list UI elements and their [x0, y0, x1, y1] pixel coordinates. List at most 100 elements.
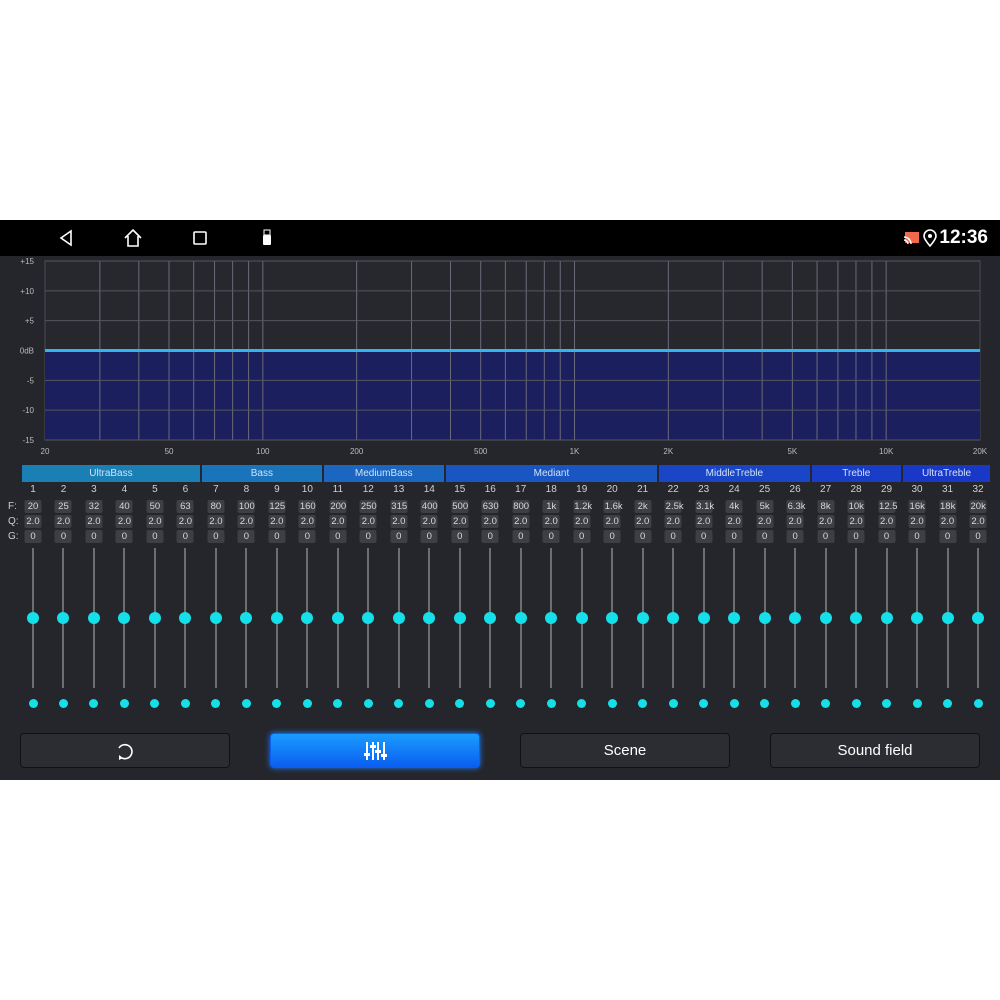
gain-slider-knob[interactable] [453, 612, 466, 624]
q-field[interactable]: 2.0 [725, 515, 743, 528]
gain-field[interactable]: 0 [908, 530, 926, 543]
q-field[interactable]: 2.0 [298, 515, 316, 528]
q-field[interactable]: 2.0 [237, 515, 255, 528]
gain-slider-knob[interactable] [301, 612, 314, 624]
gain-slider-knob[interactable] [850, 612, 863, 624]
freq-field[interactable]: 2.5k [664, 500, 684, 513]
q-field[interactable]: 2.0 [24, 515, 42, 528]
q-field[interactable]: 2.0 [268, 515, 286, 528]
gain-slider-knob[interactable] [514, 612, 527, 624]
freq-field[interactable]: 500 [451, 500, 469, 513]
gain-slider-knob[interactable] [606, 612, 619, 624]
freq-field[interactable]: 18k [939, 500, 957, 513]
freq-field[interactable]: 20 [24, 500, 42, 513]
freq-field[interactable]: 250 [359, 500, 377, 513]
freq-field[interactable]: 63 [176, 500, 194, 513]
q-field[interactable]: 2.0 [207, 515, 225, 528]
freq-field[interactable]: 1k [542, 500, 560, 513]
freq-field[interactable]: 630 [481, 500, 499, 513]
gain-slider-knob[interactable] [484, 612, 497, 624]
gain-field[interactable]: 0 [237, 530, 255, 543]
gain-field[interactable]: 0 [268, 530, 286, 543]
freq-field[interactable]: 315 [390, 500, 408, 513]
freq-field[interactable]: 8k [817, 500, 835, 513]
q-field[interactable]: 2.0 [695, 515, 713, 528]
freq-field[interactable]: 32 [85, 500, 103, 513]
freq-field[interactable]: 125 [268, 500, 286, 513]
gain-slider-knob[interactable] [179, 612, 192, 624]
q-field[interactable]: 2.0 [115, 515, 133, 528]
q-field[interactable]: 2.0 [481, 515, 499, 528]
freq-field[interactable]: 20k [969, 500, 987, 513]
gain-field[interactable]: 0 [146, 530, 164, 543]
back-icon[interactable] [56, 228, 76, 248]
gain-field[interactable]: 0 [786, 530, 804, 543]
q-field[interactable]: 2.0 [634, 515, 652, 528]
q-field[interactable]: 2.0 [664, 515, 682, 528]
gain-field[interactable]: 0 [969, 530, 987, 543]
gain-field[interactable]: 0 [481, 530, 499, 543]
gain-field[interactable]: 0 [451, 530, 469, 543]
gain-slider-knob[interactable] [972, 612, 984, 624]
gain-field[interactable]: 0 [359, 530, 377, 543]
q-field[interactable]: 2.0 [329, 515, 347, 528]
gain-field[interactable]: 0 [756, 530, 774, 543]
freq-field[interactable]: 100 [237, 500, 255, 513]
gain-field[interactable]: 0 [878, 530, 896, 543]
gain-field[interactable]: 0 [207, 530, 225, 543]
home-icon[interactable] [123, 228, 143, 248]
gain-field[interactable]: 0 [390, 530, 408, 543]
gain-field[interactable]: 0 [847, 530, 865, 543]
freq-field[interactable]: 200 [329, 500, 347, 513]
freq-field[interactable]: 50 [146, 500, 164, 513]
gain-field[interactable]: 0 [24, 530, 42, 543]
gain-field[interactable]: 0 [695, 530, 713, 543]
freq-field[interactable]: 4k [725, 500, 743, 513]
freq-field[interactable]: 1.6k [603, 500, 623, 513]
gain-field[interactable]: 0 [725, 530, 743, 543]
q-field[interactable]: 2.0 [359, 515, 377, 528]
q-field[interactable]: 2.0 [54, 515, 72, 528]
q-field[interactable]: 2.0 [146, 515, 164, 528]
gain-slider-knob[interactable] [941, 612, 954, 624]
gain-field[interactable]: 0 [512, 530, 530, 543]
gain-field[interactable]: 0 [542, 530, 560, 543]
freq-field[interactable]: 5k [756, 500, 774, 513]
q-field[interactable]: 2.0 [756, 515, 774, 528]
gain-slider-knob[interactable] [758, 612, 771, 624]
gain-field[interactable]: 0 [85, 530, 103, 543]
gain-slider-knob[interactable] [880, 612, 893, 624]
gain-field[interactable]: 0 [573, 530, 591, 543]
gain-slider-knob[interactable] [270, 612, 283, 624]
q-field[interactable]: 2.0 [542, 515, 560, 528]
recents-icon[interactable] [190, 228, 210, 248]
gain-slider-knob[interactable] [209, 612, 222, 624]
gain-slider-knob[interactable] [423, 612, 436, 624]
freq-field[interactable]: 12.5 [878, 500, 898, 513]
gain-slider-knob[interactable] [545, 612, 558, 624]
gain-field[interactable]: 0 [634, 530, 652, 543]
freq-field[interactable]: 10k [847, 500, 865, 513]
q-field[interactable]: 2.0 [85, 515, 103, 528]
gain-field[interactable]: 0 [664, 530, 682, 543]
q-field[interactable]: 2.0 [939, 515, 957, 528]
reset-button[interactable] [20, 733, 230, 768]
gain-slider-knob[interactable] [697, 612, 710, 624]
q-field[interactable]: 2.0 [512, 515, 530, 528]
freq-field[interactable]: 80 [207, 500, 225, 513]
freq-field[interactable]: 1.2k [573, 500, 593, 513]
gain-slider-knob[interactable] [87, 612, 100, 624]
gain-slider-knob[interactable] [667, 612, 680, 624]
gain-slider-knob[interactable] [911, 612, 924, 624]
gain-slider-knob[interactable] [118, 612, 131, 624]
gain-field[interactable]: 0 [603, 530, 621, 543]
sound-field-button[interactable]: Sound field [770, 733, 980, 768]
freq-field[interactable]: 40 [115, 500, 133, 513]
gain-slider-knob[interactable] [789, 612, 802, 624]
gain-field[interactable]: 0 [54, 530, 72, 543]
gain-field[interactable]: 0 [817, 530, 835, 543]
scene-button[interactable]: Scene [520, 733, 730, 768]
gain-slider-knob[interactable] [392, 612, 405, 624]
gain-field[interactable]: 0 [329, 530, 347, 543]
freq-field[interactable]: 6.3k [786, 500, 806, 513]
